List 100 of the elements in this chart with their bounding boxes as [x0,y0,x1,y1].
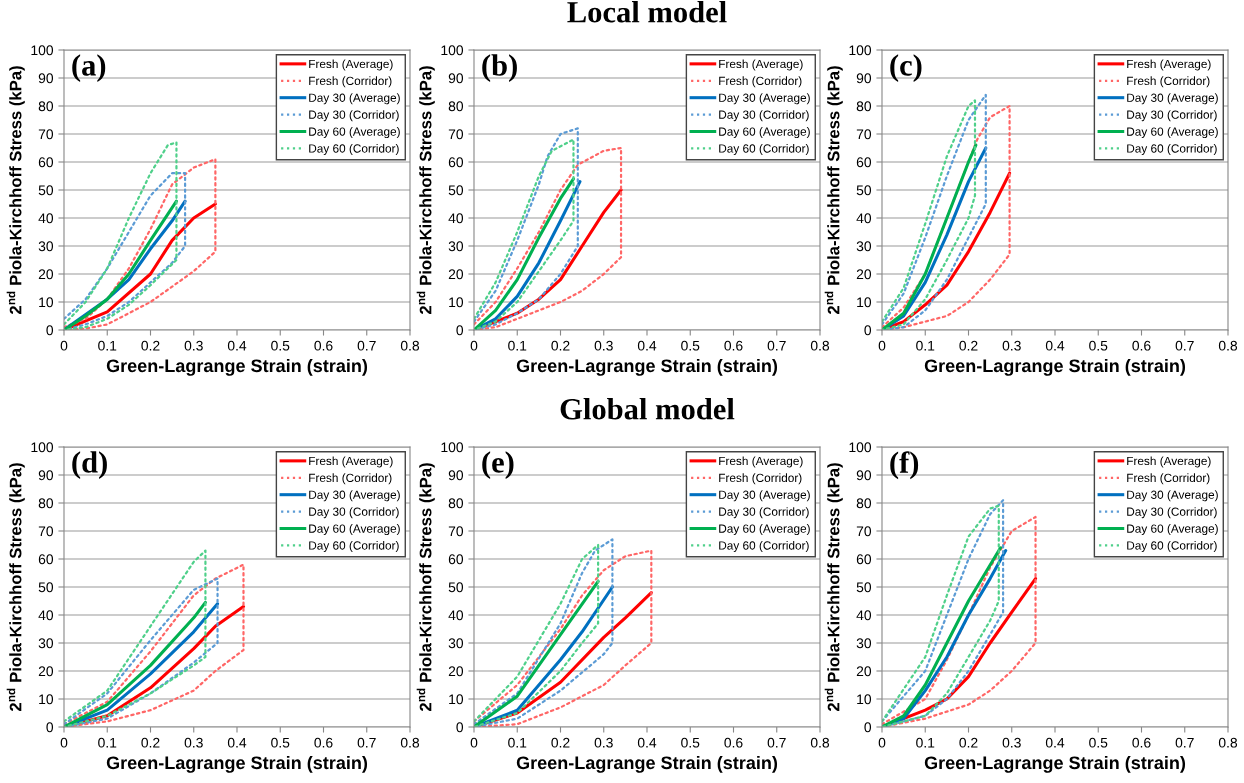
x-axis-title: Green-Lagrange Strain (strain) [516,755,778,773]
x-axis-title: Green-Lagrange Strain (strain) [106,358,368,376]
y-tick-label: 90 [448,73,464,84]
legend-label: Day 30 (Average) [1127,93,1218,105]
legend-label: Fresh (Average) [1127,59,1211,71]
annotation: (a) [72,54,106,82]
y-tick-label: 60 [856,554,872,565]
x-tick-label: 0.6 [314,340,333,351]
x-axis-title: Green-Lagrange Strain (strain) [516,358,778,376]
legend-label: Day 30 (Corridor) [309,507,399,519]
x-tick-label: 0.4 [1045,340,1065,351]
x-tick-label: 0 [470,737,478,748]
y-tick-label: 100 [849,442,872,453]
x-tick-label: 0.6 [724,737,743,748]
line-series [64,549,207,727]
y-tick-label: 100 [441,442,464,453]
x-tick-label: 0.2 [141,737,160,748]
chart-title: Global model [560,398,735,420]
y-tick-label: 90 [38,470,54,481]
y-tick-label: 50 [856,185,872,196]
x-tick-label: 0.2 [959,737,978,748]
x-tick-label: 0.8 [400,737,420,748]
y-tick-label: 70 [38,526,54,537]
legend-label: Fresh (Corridor) [309,473,392,485]
y-tick-label: 60 [448,157,464,168]
y-tick-label: 90 [856,73,872,84]
x-tick-label: 0.7 [357,340,376,351]
y-tick-label: 90 [856,470,872,481]
line-series [64,172,187,330]
annotation: (f) [890,451,919,480]
y-axis-title: 2$^{nd}$ Piola-Kirchhoff Stress (kPa) [416,463,435,712]
x-tick-label: 0.4 [637,340,657,351]
legend-label: Day 30 (Corridor) [309,110,399,122]
y-axis-title: 2$^{nd}$ Piola-Kirchhoff Stress (kPa) [824,463,843,712]
y-tick-label: 70 [448,526,464,537]
x-axis-title: Green-Lagrange Strain (strain) [106,755,368,773]
x-tick-label: 0.5 [681,737,700,748]
y-tick-label: 10 [857,694,872,705]
y-tick-label: 50 [38,582,54,593]
legend-label: Day 60 (Average) [719,524,810,536]
y-tick-label: 20 [856,269,872,280]
x-axis-title: Green-Lagrange Strain (strain) [924,755,1186,773]
legend-label: Day 60 (Average) [1127,524,1218,536]
legend-label: Day 60 (Corridor) [1127,540,1217,552]
y-tick-label: 80 [448,101,464,112]
y-axis-title: 2$^{nd}$ Piola-Kirchhoff Stress (kPa) [824,66,843,315]
line-series [474,146,623,330]
legend-label: Day 60 (Average) [309,127,400,139]
y-axis-title: 2$^{nd}$ Piola-Kirchhoff Stress (kPa) [416,66,435,315]
y-tick-label: 90 [38,73,54,84]
x-tick-label: 0.3 [594,737,613,748]
y-tick-label: 70 [38,129,54,140]
y-tick-label: 80 [856,101,872,112]
x-tick-label: 0.4 [1045,737,1065,748]
x-tick-label: 0.8 [810,737,830,748]
x-tick-label: 0 [470,340,478,351]
x-tick-label: 0.5 [271,737,290,748]
y-tick-label: 30 [448,241,464,252]
y-tick-label: 30 [38,638,54,649]
y-tick-label: 10 [39,297,54,308]
y-tick-label: 70 [856,129,872,140]
legend-label: Day 30 (Corridor) [1127,110,1217,122]
legend-label: Day 60 (Average) [1127,127,1218,139]
y-tick-label: 30 [448,638,464,649]
x-tick-label: 0.6 [314,737,333,748]
x-tick-label: 0.7 [767,340,786,351]
y-tick-label: 0 [456,722,464,733]
y-tick-label: 40 [448,213,464,224]
annotation: (d) [72,451,107,479]
x-tick-label: 0.2 [141,340,160,351]
x-tick-label: 0.1 [916,340,935,351]
y-tick-label: 40 [856,213,872,224]
y-tick-label: 30 [856,638,872,649]
legend-label: Day 30 (Average) [309,93,400,105]
x-tick-label: 0 [60,340,68,351]
x-tick-label: 0.1 [98,340,117,351]
legend-label: Day 30 (Corridor) [1127,507,1217,519]
x-tick-label: 0.7 [1175,340,1194,351]
y-tick-label: 80 [856,498,872,509]
y-tick-label: 30 [856,241,872,252]
x-tick-label: 0.5 [1089,340,1108,351]
line-series [474,549,653,727]
legend-label: Day 60 (Average) [719,127,810,139]
x-axis-title: Green-Lagrange Strain (strain) [924,358,1186,376]
legend-label: Day 30 (Corridor) [719,110,809,122]
y-tick-label: 20 [38,666,54,677]
x-tick-label: 0.8 [1218,340,1238,351]
legend-label: Fresh (Average) [719,456,803,468]
legend-label: Day 30 (Average) [309,490,400,502]
x-tick-label: 0.4 [227,737,247,748]
x-tick-label: 0.8 [810,340,830,351]
annotation: (b) [482,54,517,82]
annotation: (e) [482,451,514,479]
x-tick-label: 0.5 [1089,737,1108,748]
legend-label: Fresh (Corridor) [1127,473,1210,485]
x-tick-label: 0.3 [184,737,203,748]
y-tick-label: 90 [448,470,464,481]
x-tick-label: 0.3 [1002,340,1021,351]
y-tick-label: 40 [856,610,872,621]
y-tick-label: 50 [38,185,54,196]
